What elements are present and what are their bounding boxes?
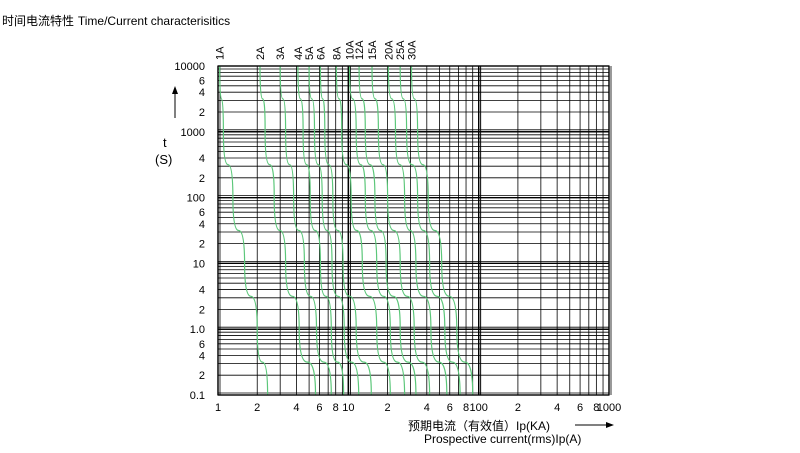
- page-title-en: Time/Current characterisitics: [77, 14, 231, 28]
- x-tick-label: 2: [254, 402, 260, 414]
- x-tick-label: 6: [316, 402, 322, 414]
- series-label: 30A: [407, 40, 419, 60]
- y-tick-label: 1000: [181, 127, 205, 139]
- y-tick-label: 2: [199, 239, 205, 251]
- series-curve: [319, 65, 372, 396]
- y-tick-label: 4: [199, 350, 205, 362]
- series-label: 25A: [395, 40, 407, 60]
- y-tick-label: 2: [199, 107, 205, 119]
- x-tick-label: 8: [593, 402, 599, 414]
- y-tick-label: 10: [193, 258, 205, 270]
- series-label: 12A: [354, 40, 366, 60]
- x-axis-label-cn: 预期电流（有效值）Ip(KA): [408, 418, 550, 433]
- y-tick-label: 0.1: [190, 390, 205, 402]
- y-tick-label: 100: [187, 193, 205, 205]
- y-tick-label: 4: [199, 153, 205, 165]
- y-tick-label: 4: [199, 219, 205, 231]
- series-curve: [348, 65, 406, 396]
- x-tick-label: 6: [447, 402, 453, 414]
- series-curve: [410, 65, 474, 396]
- series-label: 5A: [304, 46, 316, 60]
- series-label: 4A: [293, 46, 305, 60]
- y-tick-label: 6: [199, 207, 205, 219]
- page-title: 时间电流特性 Time/Current characterisitics: [2, 12, 230, 29]
- series-label: 2A: [255, 46, 267, 60]
- y-tick-label: 2: [199, 173, 205, 185]
- series-curve: [399, 65, 461, 396]
- series-curve: [358, 65, 417, 396]
- x-tick-label: 4: [424, 402, 430, 414]
- x-tick-label: 1: [215, 402, 221, 414]
- x-tick-label: 8: [333, 402, 339, 414]
- x-tick-label: 10: [342, 402, 354, 414]
- series-curve: [335, 65, 391, 396]
- series-curve: [308, 65, 360, 396]
- series-label: 8A: [331, 46, 343, 60]
- x-tick-label: 2: [515, 402, 521, 414]
- y-tick-label: 2: [199, 370, 205, 382]
- y-axis-arrowhead-icon: [172, 86, 178, 94]
- series-curve: [371, 65, 431, 396]
- axis-titles: t (S) 预期电流（有效值）Ip(KA) Prospective curren…: [155, 86, 614, 446]
- series-curve: [297, 65, 345, 396]
- y-tick-label: 6: [199, 339, 205, 351]
- x-tick-label: 6: [577, 402, 583, 414]
- tick-labels: 1 2 4 6 8 10 2 4 6 8 100 2 4 6 810000.12461.0241024610…: [174, 61, 621, 414]
- y-tick-label: 4: [199, 285, 205, 297]
- y-axis-unit: (S): [155, 152, 172, 167]
- x-tick-label: 4: [554, 402, 560, 414]
- series-label: 6A: [315, 46, 327, 60]
- y-tick-label: 10000: [174, 61, 205, 73]
- series-label: 3A: [275, 46, 287, 60]
- y-tick-label: 1.0: [190, 324, 205, 336]
- series-curve: [387, 65, 448, 396]
- series-label: 20A: [383, 40, 395, 60]
- page-title-cn: 时间电流特性: [2, 14, 75, 28]
- y-tick-label: 4: [199, 87, 205, 99]
- x-tick-label: 1000: [597, 402, 621, 414]
- series-curve: [219, 65, 269, 396]
- series-label: 15A: [367, 40, 379, 60]
- x-tick-label: 2: [385, 402, 391, 414]
- x-tick-label: 8: [463, 402, 469, 414]
- series-curve: [279, 65, 332, 396]
- y-tick-label: 2: [199, 304, 205, 316]
- curves: [219, 65, 474, 396]
- series-curve: [259, 65, 317, 396]
- x-tick-label: 100: [469, 402, 487, 414]
- series-label: 10A: [345, 40, 357, 60]
- x-tick-label: 4: [293, 402, 299, 414]
- series-label: 1A: [215, 46, 227, 60]
- x-axis-label-en: Prospective current(rms)Ip(A): [424, 432, 581, 446]
- y-tick-label: 6: [199, 76, 205, 88]
- y-axis-label: t: [163, 135, 167, 150]
- x-axis-arrowhead-icon: [606, 422, 614, 428]
- plot-frame: [217, 65, 610, 396]
- plot-border: [217, 65, 610, 396]
